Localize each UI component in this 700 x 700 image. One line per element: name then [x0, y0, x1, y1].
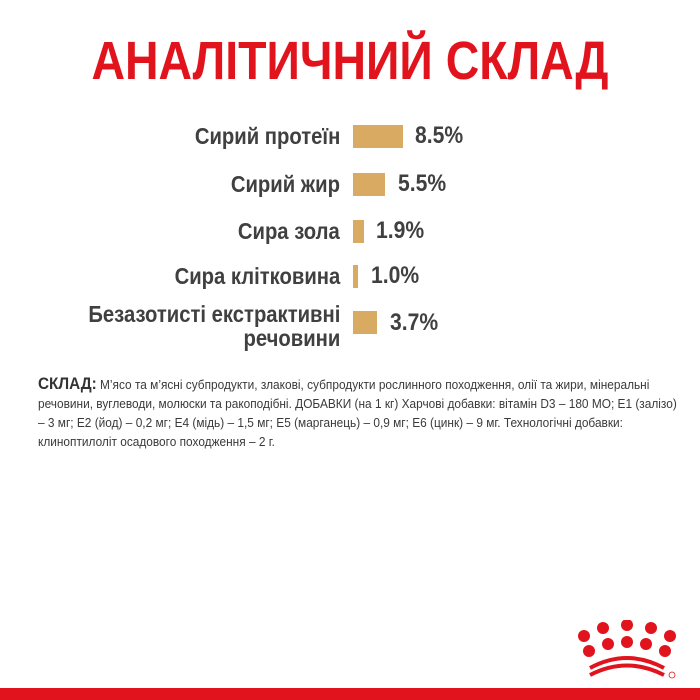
- chart-row-ash: Сира зола 1.9%: [0, 217, 700, 259]
- row-label: Безазотисті екстрактивні речовини: [88, 302, 340, 350]
- row-label: Сира зола: [238, 218, 340, 244]
- row-label: Сира клітковина: [174, 263, 340, 289]
- chart-row-fiber: Сира клітковина 1.0%: [0, 262, 700, 304]
- value-bar: [353, 125, 403, 148]
- row-value: 1.0%: [371, 262, 420, 289]
- composition-text: СКЛАД: М’ясо та м’ясні субпродукти, злак…: [38, 374, 679, 451]
- row-label-line1: Безазотисті екстрактивні: [88, 301, 340, 327]
- row-label-line2: речовини: [243, 325, 340, 351]
- composition-body: М’ясо та м’ясні субпродукти, злакові, су…: [38, 377, 677, 449]
- value-bar: [353, 220, 364, 243]
- value-bar: [353, 265, 358, 288]
- crown-icon: [572, 619, 682, 682]
- row-label: Сирий протеїн: [194, 123, 340, 149]
- row-value: 8.5%: [415, 122, 464, 149]
- value-bar: [353, 311, 377, 334]
- composition-heading: СКЛАД:: [38, 374, 97, 393]
- row-value: 5.5%: [398, 170, 447, 197]
- value-bar: [353, 173, 385, 196]
- brand-footer-bar: [0, 688, 700, 700]
- chart-row-fat: Сирий жир 5.5%: [0, 170, 700, 212]
- chart-row-protein: Сирий протеїн 8.5%: [0, 122, 700, 164]
- chart-row-nfe: Безазотисті екстрактивні речовини 3.7%: [0, 300, 700, 350]
- row-value: 1.9%: [376, 217, 425, 244]
- page-title: АНАЛІТИЧНИЙ СКЛАД: [91, 31, 609, 91]
- row-value: 3.7%: [390, 309, 439, 336]
- row-label: Сирий жир: [230, 171, 340, 197]
